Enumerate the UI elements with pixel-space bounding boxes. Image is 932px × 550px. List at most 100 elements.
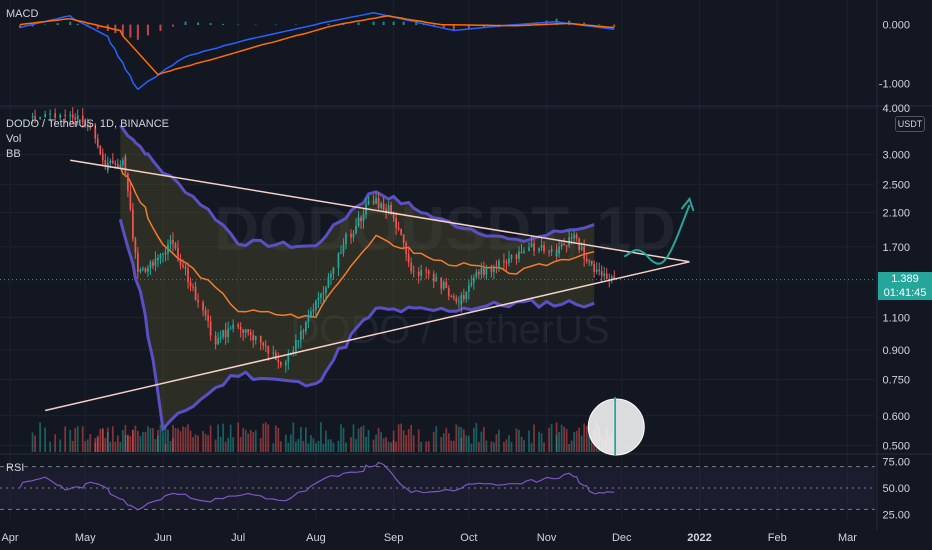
volume-bar xyxy=(297,438,300,452)
volume-bar xyxy=(222,423,225,452)
volume-bar xyxy=(583,423,586,452)
volume-bar xyxy=(254,430,257,452)
candle-body xyxy=(302,330,305,332)
candle-body xyxy=(44,114,47,117)
x-tick-label: Jul xyxy=(231,532,245,544)
rsi-tick-label: 75.00 xyxy=(882,456,910,468)
volume-bar xyxy=(304,427,307,452)
volume-bar xyxy=(237,422,240,452)
candle-body xyxy=(132,223,134,239)
candle-body xyxy=(367,200,370,205)
macd-tick-label: -1.000 xyxy=(879,78,910,90)
volume-bar xyxy=(550,424,553,452)
candle-body xyxy=(505,262,508,264)
volume-bar xyxy=(49,441,52,452)
bb-fill xyxy=(120,125,595,429)
volume-bar xyxy=(460,427,463,452)
candle-body xyxy=(179,259,182,266)
volume-bar xyxy=(360,426,362,452)
candle-body xyxy=(229,328,232,330)
volume-bar xyxy=(483,426,485,452)
candle-body xyxy=(548,251,550,253)
volume-bar xyxy=(520,436,523,452)
volume-bar xyxy=(177,428,179,452)
rsi-label[interactable]: RSI xyxy=(6,462,25,474)
candle-body xyxy=(259,335,262,343)
bb-label[interactable]: BB xyxy=(6,148,21,160)
candle-body xyxy=(603,273,606,276)
candle-body xyxy=(99,145,102,155)
volume-bar xyxy=(31,432,34,452)
candle-body xyxy=(247,329,250,333)
triangle-lower-trendline xyxy=(44,261,690,412)
volume-bar xyxy=(410,424,413,452)
volume-bar xyxy=(274,425,277,452)
price-tick-label: 0.900 xyxy=(882,345,910,357)
volume-bar xyxy=(498,429,500,452)
volume-bar xyxy=(302,440,305,452)
volume-bar xyxy=(493,442,495,452)
vol-label[interactable]: Vol xyxy=(6,133,22,145)
volume-bar xyxy=(312,438,315,452)
macd-pane xyxy=(19,12,616,91)
candle-body xyxy=(457,301,460,303)
volume-bar xyxy=(69,430,72,452)
candle-body xyxy=(89,124,92,128)
volume-bar xyxy=(470,443,473,452)
candle-body xyxy=(337,253,340,268)
macd-histogram-bar xyxy=(146,24,149,36)
triangle-upper-trendline xyxy=(70,159,690,263)
macd-label[interactable]: MACD xyxy=(6,8,39,20)
candle-body xyxy=(523,251,525,253)
candle-body xyxy=(126,179,129,192)
candle-body xyxy=(222,330,225,337)
projection-curve xyxy=(623,204,691,265)
x-tick-label: Nov xyxy=(537,532,557,544)
candle-body xyxy=(34,116,36,119)
volume-bar xyxy=(560,424,563,452)
candle-body xyxy=(284,361,287,366)
candle-body xyxy=(69,114,72,116)
macd-histogram-bar xyxy=(598,24,601,26)
currency-badge[interactable]: USDT xyxy=(895,116,925,132)
volume-bar xyxy=(289,434,292,452)
candle-body xyxy=(565,245,568,247)
volume-bar xyxy=(570,440,573,452)
volume-bar xyxy=(355,439,357,452)
volume-bar xyxy=(322,443,325,452)
volume-bar xyxy=(555,435,558,452)
macd-histogram-bar xyxy=(402,21,405,26)
volume-bar xyxy=(367,429,370,452)
candle-body xyxy=(588,260,591,262)
candle-body xyxy=(304,321,307,332)
volume-bar xyxy=(573,432,576,452)
candle-body xyxy=(447,287,450,296)
macd-histogram-bar xyxy=(159,24,162,31)
projection-arrowhead xyxy=(680,196,695,212)
volume-bar xyxy=(207,435,209,452)
volume-bar xyxy=(558,431,560,452)
candle-body xyxy=(613,276,616,280)
volume-bar xyxy=(390,442,392,452)
volume-bar xyxy=(392,440,395,452)
volume-bar xyxy=(284,434,287,452)
candle-body xyxy=(498,260,500,268)
volume-bar xyxy=(159,424,162,452)
candle-body xyxy=(540,245,543,248)
candle-body xyxy=(239,326,242,330)
volume-bar xyxy=(167,429,169,452)
macd-histogram-bar xyxy=(583,22,586,26)
volume-bar xyxy=(101,428,104,452)
candle-body xyxy=(197,299,199,303)
symbol-title[interactable]: DODO / TetherUS, 1D, BINANCE xyxy=(6,118,170,130)
macd-histogram-bar xyxy=(392,21,395,26)
candle-body xyxy=(184,267,187,269)
volume-bar xyxy=(154,439,157,452)
volume-bar xyxy=(132,429,134,452)
volume-bar xyxy=(540,433,543,452)
candle-body xyxy=(420,270,423,276)
x-axis: Apr May Jun Jul Aug Sep Oct Nov Dec 2022 Feb Mar xyxy=(1,532,857,544)
macd-histogram-bar xyxy=(69,21,72,26)
candle-body xyxy=(402,234,405,243)
